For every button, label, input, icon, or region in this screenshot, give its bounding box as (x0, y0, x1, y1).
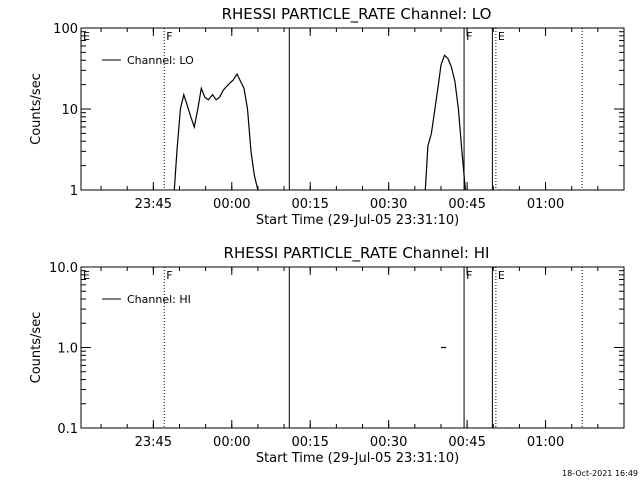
legend-label: Channel: HI (127, 293, 191, 306)
series-line-lo (424, 54, 466, 191)
plot-frame (80, 266, 625, 429)
event-marker-label: E (83, 269, 90, 282)
x-tick-label: 00:30 (370, 435, 407, 450)
x-tick-label: 00:45 (448, 435, 485, 450)
panel-hi: RHESSI PARTICLE_RATE Channel: HI 23:45 00:… (29, 244, 625, 466)
event-marker-label: F (466, 30, 472, 43)
x-tick-label: 00:15 (291, 435, 328, 450)
x-tick-label: 23:45 (135, 435, 172, 450)
timestamp: 18-Oct-2021 16:49 (562, 469, 638, 478)
x-tick-label: 01:00 (527, 197, 564, 212)
y-tick-label: 100 (53, 22, 78, 37)
event-marker-label: E (498, 269, 505, 282)
event-marker-label: F (166, 30, 172, 43)
y-tick-label: 10 (61, 103, 78, 118)
panel-lo: RHESSI PARTICLE_RATE Channel: LO 23:45 00:… (29, 5, 625, 228)
x-tick-label: 00:45 (448, 197, 485, 212)
legend-label: Channel: LO (127, 54, 194, 67)
series-line-lo (173, 72, 259, 191)
x-axis-label: Start Time (29-Jul-05 23:31:10) (256, 451, 459, 466)
x-tick-label: 00:00 (213, 435, 250, 450)
x-tick-label: 23:45 (135, 197, 172, 212)
x-tick-label: 00:30 (370, 197, 407, 212)
y-tick-label: 1 (70, 184, 78, 199)
plot-frame (80, 27, 625, 191)
y-axis-label: Counts/sec (29, 312, 44, 384)
x-tick-label: 00:15 (291, 197, 328, 212)
chart-title: RHESSI PARTICLE_RATE Channel: HI (224, 244, 490, 263)
x-axis-label: Start Time (29-Jul-05 23:31:10) (256, 213, 459, 228)
event-marker-label: E (498, 30, 505, 43)
event-marker-label: E (83, 30, 90, 43)
y-tick-label: 10.0 (49, 261, 78, 276)
x-tick-label: 01:00 (527, 435, 564, 450)
chart-title: RHESSI PARTICLE_RATE Channel: LO (222, 5, 492, 24)
y-tick-label: 0.1 (57, 422, 78, 437)
event-marker-label: F (166, 269, 172, 282)
y-tick-label: 1.0 (57, 342, 78, 357)
event-marker-label: F (466, 269, 472, 282)
x-tick-label: 00:00 (213, 197, 250, 212)
y-axis-label: Counts/sec (29, 73, 44, 145)
